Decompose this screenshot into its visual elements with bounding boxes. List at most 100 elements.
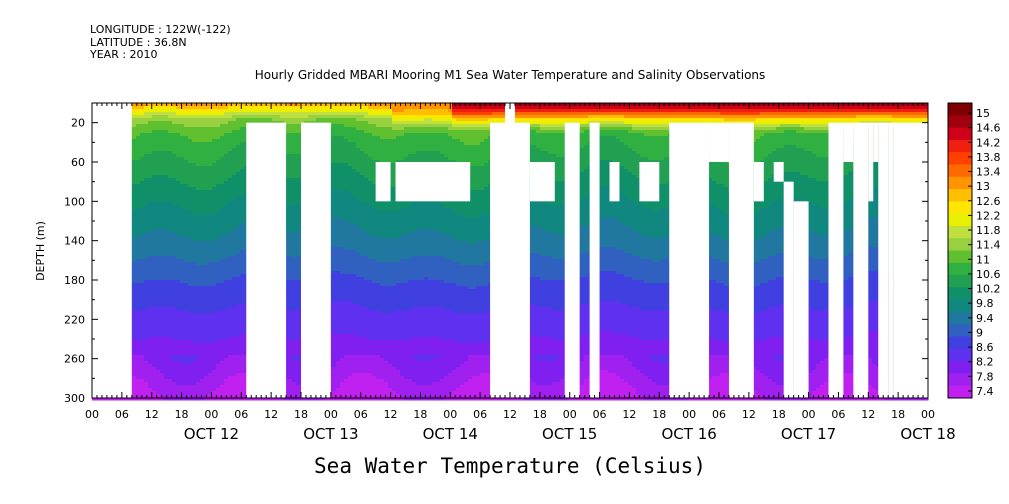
temperature-cell [188,115,193,119]
temperature-cell [288,349,293,353]
temperature-cell [244,322,249,326]
temperature-cell [224,292,229,296]
temperature-cell [244,301,249,305]
temperature-cell [160,358,165,362]
temperature-cell [152,154,157,158]
temperature-cell [188,355,193,359]
temperature-cell [228,103,233,107]
temperature-cell [284,328,289,332]
temperature-cell [232,319,237,323]
temperature-cell [160,124,165,128]
temperature-cell [140,283,145,287]
temperature-cell [116,397,121,401]
temperature-cell [188,259,193,263]
temperature-cell [144,316,149,320]
temperature-cell [232,397,237,401]
temperature-cell [288,268,293,272]
temperature-cell [180,196,185,200]
temperature-cell [204,169,209,173]
temperature-cell [184,121,189,125]
temperature-cell [148,328,153,332]
temperature-cell [216,262,221,266]
temperature-cell [144,325,149,329]
temperature-cell [188,190,193,194]
temperature-cell [200,247,205,251]
temperature-cell [136,157,141,161]
temperature-cell [144,370,149,374]
temperature-cell [136,235,141,239]
temperature-cell [192,340,197,344]
temperature-cell [248,106,253,110]
temperature-cell [148,217,153,221]
temperature-cell [192,142,197,146]
temperature-cell [216,178,221,182]
temperature-cell [148,262,153,266]
temperature-cell [192,388,197,392]
temperature-cell [204,220,209,224]
temperature-cell [204,283,209,287]
temperature-cell [208,262,213,266]
temperature-cell [144,268,149,272]
temperature-cell [216,256,221,260]
temperature-cell [212,154,217,158]
temperature-cell [184,304,189,308]
temperature-cell [152,283,157,287]
temperature-cell [176,283,181,287]
temperature-cell [164,190,169,194]
temperature-cell [220,106,225,110]
temperature-cell [228,232,233,236]
temperature-cell [268,397,273,401]
temperature-cell [244,340,249,344]
temperature-cell [200,391,205,395]
temperature-cell [160,160,165,164]
temperature-cell [220,304,225,308]
temperature-cell [288,361,293,365]
temperature-cell [220,202,225,206]
temperature-cell [204,262,209,266]
temperature-cell [144,358,149,362]
temperature-cell [156,265,161,269]
temperature-cell [224,112,229,116]
temperature-cell [184,367,189,371]
temperature-cell [168,106,173,110]
temperature-cell [152,193,157,197]
temperature-cell [204,358,209,362]
temperature-cell [168,244,173,248]
temperature-cell [132,283,137,287]
temperature-cell [168,169,173,173]
temperature-cell [148,154,153,158]
temperature-cell [184,283,189,287]
temperature-cell [120,397,125,401]
temperature-cell [152,271,157,275]
temperature-cell [240,223,245,227]
temperature-cell [144,352,149,356]
temperature-cell [208,187,213,191]
temperature-cell [156,238,161,242]
temperature-cell [188,295,193,299]
temperature-cell [180,394,185,398]
temperature-cell [144,193,149,197]
temperature-cell [176,106,181,110]
temperature-cell [244,214,249,218]
temperature-cell [148,268,153,272]
temperature-cell [212,385,217,389]
temperature-cell [204,205,209,209]
temperature-cell [284,331,289,335]
longitude-label: LONGITUDE : 122W(-122) [90,24,231,36]
temperature-cell [220,142,225,146]
temperature-cell [164,160,169,164]
temperature-cell [224,337,229,341]
temperature-cell [132,115,137,119]
temperature-cell [180,289,185,293]
temperature-cell [284,346,289,350]
temperature-cell [180,376,185,380]
temperature-cell [144,142,149,146]
temperature-cell [132,139,137,143]
temperature-cell [220,130,225,134]
temperature-cell [284,148,289,152]
temperature-cell [236,280,241,284]
temperature-cell [168,262,173,266]
temperature-cell [292,151,297,155]
temperature-cell [240,121,245,125]
temperature-cell [176,133,181,137]
